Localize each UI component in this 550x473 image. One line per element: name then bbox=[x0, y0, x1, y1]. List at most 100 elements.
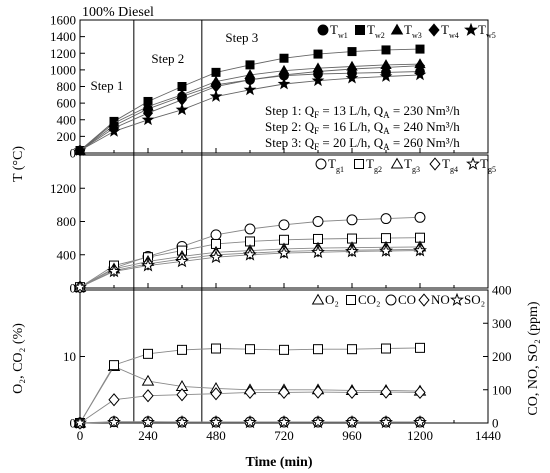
legend-label: SO₂ bbox=[464, 292, 485, 307]
y-tick-label: 800 bbox=[57, 79, 77, 94]
legend-label: Tw4 bbox=[441, 22, 459, 40]
y-tick-label: 1200 bbox=[50, 181, 76, 196]
legend-marker bbox=[429, 157, 441, 171]
legend-marker bbox=[390, 23, 404, 35]
data-point bbox=[313, 49, 323, 59]
step-label: Step 1 bbox=[90, 78, 123, 93]
data-point bbox=[413, 415, 427, 429]
legend-label: Tw3 bbox=[404, 22, 422, 40]
data-point bbox=[175, 415, 189, 429]
data-point bbox=[107, 124, 121, 137]
data-point bbox=[278, 219, 290, 231]
legend-marker bbox=[466, 156, 480, 170]
x-tick-label: 720 bbox=[274, 428, 294, 443]
data-point bbox=[414, 385, 426, 400]
data-point bbox=[244, 385, 256, 400]
legend-marker bbox=[464, 22, 478, 36]
legend-label: Tg1 bbox=[328, 156, 344, 174]
y-tick-label: 0 bbox=[70, 416, 77, 431]
condition-line: Step 3: QF = 20 L/h, QA = 260 Nm³/h bbox=[265, 135, 460, 152]
data-point bbox=[278, 385, 290, 400]
legend-marker bbox=[355, 25, 365, 35]
x-tick-label: 1440 bbox=[475, 428, 501, 443]
data-point bbox=[345, 71, 359, 84]
data-point bbox=[210, 387, 222, 401]
data-point bbox=[245, 60, 255, 70]
data-point bbox=[209, 249, 223, 264]
y-right-tick-label: 400 bbox=[492, 283, 512, 298]
y-tick-label: 0 bbox=[70, 281, 77, 296]
data-point bbox=[176, 388, 188, 402]
y-tick-label: 200 bbox=[57, 129, 77, 144]
legend-marker bbox=[390, 157, 404, 169]
data-point bbox=[141, 258, 155, 272]
data-point bbox=[175, 103, 189, 116]
data-point bbox=[175, 254, 189, 268]
data-point bbox=[346, 385, 358, 400]
y-right-tick-label: 200 bbox=[492, 349, 512, 364]
y-axis-label-left-gas: O₂, CO₂ (%) bbox=[11, 323, 26, 394]
data-point bbox=[279, 53, 289, 63]
data-point bbox=[209, 415, 223, 429]
data-point bbox=[211, 343, 221, 354]
legend-marker bbox=[418, 293, 430, 307]
y-tick-label: 1600 bbox=[50, 13, 76, 28]
y-tick-label: 800 bbox=[57, 214, 77, 229]
legend-marker bbox=[385, 294, 397, 306]
data-point bbox=[73, 279, 87, 294]
data-point bbox=[142, 389, 154, 403]
y-right-tick-label: 300 bbox=[492, 316, 512, 331]
y-tick-label: 1000 bbox=[50, 62, 76, 77]
legend-label: Tw1 bbox=[330, 22, 348, 40]
legend-label: CO₂ bbox=[358, 292, 381, 307]
data-point bbox=[415, 342, 425, 353]
data-point bbox=[277, 77, 291, 90]
data-point bbox=[415, 44, 425, 54]
legend-label: Tw2 bbox=[367, 22, 385, 40]
y-tick-label: 400 bbox=[57, 112, 77, 127]
legend-label: Tg5 bbox=[480, 156, 496, 174]
y-axis-label-temperature: T (°C) bbox=[11, 146, 26, 182]
legend-label: Tw5 bbox=[478, 22, 496, 40]
legend-label: Tg4 bbox=[442, 156, 458, 174]
step-label: Step 3 bbox=[225, 30, 258, 45]
data-point bbox=[381, 45, 391, 55]
data-point bbox=[379, 69, 393, 82]
data-point bbox=[244, 223, 256, 235]
data-point bbox=[277, 245, 291, 259]
data-point bbox=[209, 89, 223, 102]
data-point bbox=[413, 243, 427, 257]
data-point bbox=[380, 213, 392, 225]
legend-label: O₂ bbox=[325, 292, 339, 307]
data-point bbox=[345, 415, 359, 429]
data-point bbox=[243, 247, 257, 261]
legend-marker bbox=[354, 159, 364, 169]
x-tick-label: 960 bbox=[342, 428, 362, 443]
data-point bbox=[143, 348, 153, 359]
legend-marker bbox=[428, 23, 440, 37]
y-tick-label: 1200 bbox=[50, 46, 76, 61]
y-tick-label: 1400 bbox=[50, 29, 76, 44]
data-point bbox=[347, 47, 357, 57]
data-point bbox=[73, 143, 87, 156]
data-point bbox=[345, 244, 359, 258]
y-tick-label: 400 bbox=[57, 247, 77, 262]
data-point bbox=[380, 385, 392, 399]
y-tick-label: 600 bbox=[57, 96, 77, 111]
legend-label: Tg2 bbox=[366, 156, 382, 174]
data-point bbox=[109, 360, 119, 371]
x-tick-label: 1200 bbox=[407, 428, 433, 443]
legend-marker bbox=[450, 292, 464, 306]
x-axis-label: Time (min) bbox=[245, 455, 312, 470]
data-point bbox=[177, 344, 187, 355]
data-point bbox=[379, 243, 393, 257]
data-point bbox=[311, 244, 325, 259]
data-point bbox=[413, 68, 427, 81]
data-point bbox=[107, 415, 121, 429]
condition-line: Step 2: QF = 16 L/h, QA = 240 Nm³/h bbox=[265, 119, 460, 136]
data-point bbox=[346, 214, 358, 226]
data-point bbox=[243, 415, 257, 429]
x-tick-label: 480 bbox=[206, 428, 226, 443]
legend-marker bbox=[311, 293, 325, 305]
